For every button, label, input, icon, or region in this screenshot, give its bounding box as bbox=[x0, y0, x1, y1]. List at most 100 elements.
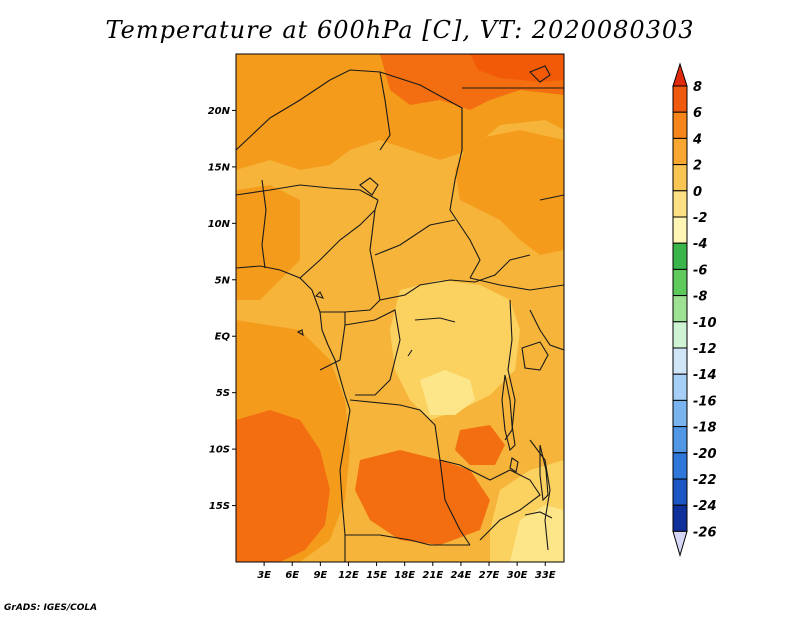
field-hot-southwest bbox=[236, 410, 330, 562]
colorbar-segment bbox=[672, 452, 688, 480]
border-cameroon-car bbox=[344, 209, 381, 313]
colorbar-segment bbox=[672, 137, 688, 166]
bight-islands bbox=[314, 291, 325, 299]
zambezi-segment bbox=[524, 511, 553, 519]
colorbar-segment bbox=[672, 347, 688, 375]
lon-tick-label: 21E bbox=[422, 570, 443, 581]
colorbar-label: -2 bbox=[693, 211, 707, 226]
colorbar-segment bbox=[672, 399, 688, 428]
bioko-island bbox=[296, 329, 304, 337]
colorbar-segment bbox=[672, 216, 688, 244]
colorbar-segment bbox=[672, 321, 688, 349]
colorbar-label: -16 bbox=[693, 394, 717, 409]
lake-tanganyika bbox=[501, 374, 516, 452]
colorbar-label: 2 bbox=[693, 159, 702, 174]
lon-tick-label: 6E bbox=[285, 570, 299, 581]
colorbar-segment bbox=[672, 190, 688, 218]
colorbar-label: -18 bbox=[693, 421, 717, 436]
border-car-south bbox=[379, 254, 531, 301]
lake-chad bbox=[359, 177, 379, 196]
congo-river-basin bbox=[414, 317, 456, 323]
border-eritrea bbox=[539, 194, 564, 201]
colorbar-segment bbox=[672, 111, 688, 139]
field-hot-east-patch bbox=[455, 425, 505, 465]
colorbar-segment bbox=[672, 426, 688, 454]
colorbar-label: -10 bbox=[693, 316, 717, 331]
border-south-sudan bbox=[469, 277, 564, 291]
lon-tick-label: 15E bbox=[366, 570, 387, 581]
lat-tick-label: 20N bbox=[208, 106, 231, 117]
colorbar-label: 4 bbox=[692, 132, 702, 147]
border-congo bbox=[344, 309, 401, 396]
colorbar-top-cap bbox=[672, 62, 688, 87]
lon-tick-label: 33E bbox=[535, 570, 556, 581]
river-segment bbox=[407, 349, 413, 357]
map-title: Temperature at 600hPa [C], VT: 202008030… bbox=[105, 16, 695, 44]
colorbar-segment bbox=[672, 85, 688, 113]
colorbar-segment bbox=[672, 268, 688, 297]
lon-tick-label: 27E bbox=[479, 570, 500, 581]
colorbar-segment bbox=[672, 242, 688, 270]
lon-tick-label: 9E bbox=[313, 570, 327, 581]
field-cool-central bbox=[420, 370, 475, 415]
lat-tick-label: 10S bbox=[209, 445, 230, 456]
lon-tick-label: 12E bbox=[338, 570, 359, 581]
lat-tick-label: 10N bbox=[208, 219, 231, 230]
colorbar-label: -4 bbox=[693, 237, 707, 252]
lat-tick-label: EQ bbox=[215, 332, 231, 343]
border-angola-zambia bbox=[439, 459, 471, 546]
colorbar-label: -6 bbox=[693, 263, 707, 278]
field-hot-south bbox=[355, 450, 490, 545]
color-legend: 8 6 4 2 0 -2 -4 -6 -8 -10 -12 -14 -16 -18 -20 -22 -24 -26 bbox=[672, 62, 717, 558]
colorbar-label: -26 bbox=[693, 525, 717, 540]
border-niger-algeria bbox=[236, 69, 391, 151]
lake-malawi bbox=[539, 444, 549, 502]
country-borders bbox=[236, 65, 564, 562]
lake-victoria bbox=[521, 341, 549, 371]
colorbar-segment bbox=[672, 164, 688, 192]
border-zambia-east bbox=[469, 469, 541, 541]
colorbar-label: 0 bbox=[693, 185, 702, 200]
border-drc-angola bbox=[349, 399, 471, 471]
field-cool-southeast bbox=[510, 505, 564, 562]
colorbar-segment bbox=[672, 504, 688, 532]
colorbar-segment bbox=[672, 295, 688, 323]
colorbar-label: 6 bbox=[693, 106, 702, 121]
border-chad-car bbox=[374, 219, 456, 256]
colorbar-bottom-cap bbox=[672, 530, 688, 558]
lon-tick-label: 18E bbox=[394, 570, 415, 581]
border-benin-nigeria bbox=[261, 179, 267, 269]
border-angola-namibia bbox=[345, 534, 470, 546]
lat-tick-label: 5S bbox=[216, 388, 230, 399]
colorbar-label: -14 bbox=[693, 368, 717, 383]
red-sea-coast bbox=[529, 65, 551, 83]
border-uganda-kenya bbox=[529, 309, 564, 351]
lat-tick-label: 5N bbox=[215, 275, 231, 286]
lon-tick-label: 3E bbox=[257, 570, 271, 581]
lon-tick-label: 30E bbox=[507, 570, 528, 581]
colorbar-label: -8 bbox=[693, 290, 707, 305]
colorbar-label: -12 bbox=[693, 342, 717, 357]
border-chad-sudan bbox=[449, 108, 481, 279]
colorbar-label: 8 bbox=[693, 80, 702, 95]
colorbar-segment bbox=[672, 478, 688, 506]
coastline-west-africa bbox=[236, 265, 351, 562]
lake-kivu bbox=[509, 457, 519, 473]
colorbar-label: -20 bbox=[693, 447, 717, 462]
temperature-field bbox=[236, 54, 564, 562]
map-frame bbox=[235, 53, 565, 563]
longitude-axis: 3E 6E 9E 12E 15E 18E 21E 24E 27E 30E 33E bbox=[257, 562, 556, 581]
credit-text: GrADS: IGES/COLA bbox=[4, 603, 98, 613]
colorbar-label: -24 bbox=[693, 499, 717, 514]
lat-tick-label: 15N bbox=[208, 162, 231, 173]
border-drc-east bbox=[504, 299, 516, 441]
field-warm-east bbox=[455, 130, 564, 255]
lat-tick-label: 15S bbox=[209, 501, 230, 512]
border-niger-nigeria bbox=[236, 184, 379, 201]
lon-tick-label: 24E bbox=[451, 570, 472, 581]
colorbar-segment bbox=[672, 373, 688, 401]
latitude-axis: 20N 15N 10N 5N EQ 5S 10S 15S bbox=[208, 106, 236, 512]
border-nigeria-cameroon bbox=[299, 199, 379, 279]
